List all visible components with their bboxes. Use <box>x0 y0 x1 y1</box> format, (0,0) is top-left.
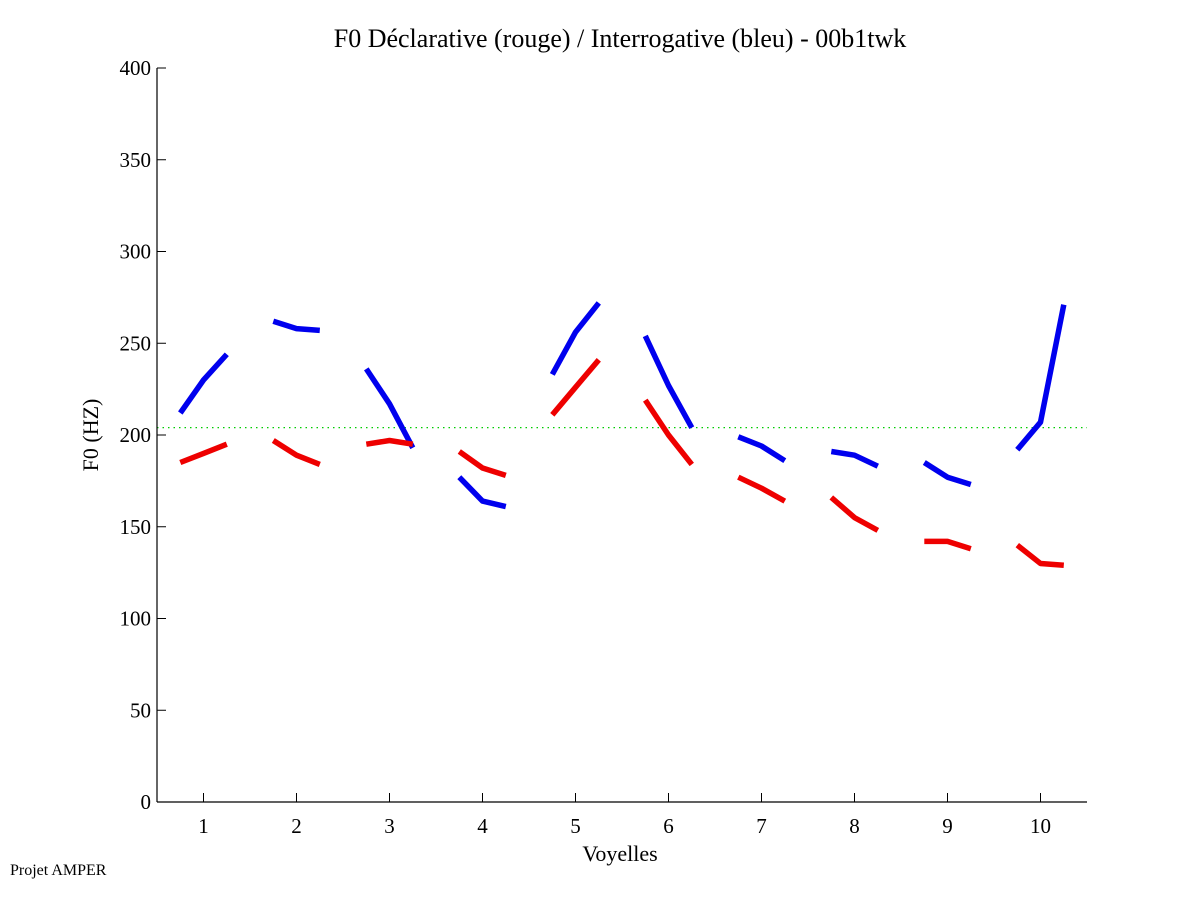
f0-segment-vowel-8 <box>829 495 880 533</box>
x-tick-label: 9 <box>942 814 953 838</box>
f0-segment-vowel-6 <box>642 334 695 430</box>
f0-segment-vowel-5 <box>550 358 601 417</box>
x-tick-label: 10 <box>1030 814 1051 838</box>
chart-title: F0 Déclarative (rouge) / Interrogative (… <box>334 24 907 53</box>
x-tick-label: 1 <box>198 814 209 838</box>
axes-layer <box>156 68 1087 803</box>
f0-segment-vowel-8 <box>830 448 879 469</box>
y-tick-label: 150 <box>120 515 152 539</box>
x-tick-label: 7 <box>756 814 767 838</box>
f0-segment-vowel-3 <box>365 437 414 447</box>
y-tick-label: 300 <box>120 240 152 264</box>
footer-credit: Projet AMPER <box>10 862 107 879</box>
y-axis-label: F0 (HZ) <box>78 399 103 472</box>
series-layer <box>178 301 1067 569</box>
f0-segment-vowel-3 <box>364 367 416 450</box>
y-tick-label: 100 <box>120 607 152 631</box>
ticks-layer: 0 50 100 150 200 250 300 350 400 1 2 3 4 5 6 7 8 9 10 <box>120 56 1052 838</box>
y-tick-label: 250 <box>120 331 152 355</box>
f0-segment-vowel-9 <box>922 460 972 488</box>
y-tick-label: 50 <box>130 698 151 722</box>
f0-segment-vowel-2 <box>271 438 321 467</box>
f0-segment-vowel-9 <box>924 538 972 552</box>
f0-segment-vowel-7 <box>737 474 787 504</box>
x-tick-label: 8 <box>849 814 860 838</box>
y-tick-label: 350 <box>120 148 152 172</box>
y-tick-label: 0 <box>141 790 152 814</box>
x-tick-label: 5 <box>570 814 581 838</box>
x-tick-label: 6 <box>663 814 674 838</box>
series-declarative <box>179 358 1065 569</box>
f0-segment-vowel-1 <box>178 352 229 415</box>
f0-segment-vowel-5 <box>549 301 601 376</box>
f0-segment-vowel-4 <box>457 449 507 479</box>
x-tick-label: 3 <box>384 814 395 838</box>
f0-segment-vowel-10 <box>1015 304 1067 452</box>
y-tick-label: 400 <box>120 56 152 80</box>
f0-segment-vowel-10 <box>1015 542 1065 569</box>
x-tick-label: 4 <box>477 814 488 838</box>
y-tick-label: 200 <box>120 423 152 447</box>
x-axis-label: Voyelles <box>582 841 657 866</box>
x-tick-label: 2 <box>291 814 302 838</box>
f0-segment-vowel-1 <box>179 441 228 466</box>
series-interrogative <box>178 301 1067 510</box>
f0-segment-vowel-7 <box>737 434 787 464</box>
f0-segment-vowel-4 <box>457 475 507 510</box>
f0-segment-vowel-6 <box>643 398 694 467</box>
f0-segment-vowel-2 <box>272 318 321 334</box>
